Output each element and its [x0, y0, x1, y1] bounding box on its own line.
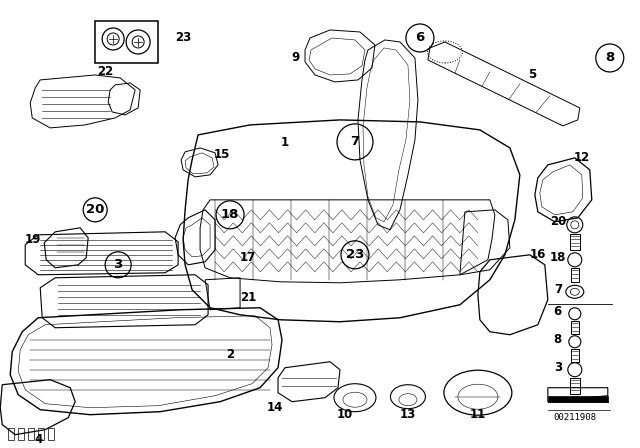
Text: 17: 17	[240, 251, 256, 264]
Polygon shape	[548, 396, 608, 402]
Text: 19: 19	[25, 233, 42, 246]
Text: 12: 12	[573, 151, 590, 164]
Text: 15: 15	[214, 148, 230, 161]
Text: 4: 4	[34, 433, 42, 446]
Text: 18: 18	[221, 208, 239, 221]
Text: 18: 18	[550, 251, 566, 264]
Text: 8: 8	[605, 52, 614, 65]
Text: 9: 9	[291, 52, 299, 65]
Text: 7: 7	[554, 283, 562, 296]
Text: 6: 6	[415, 31, 424, 44]
Text: 21: 21	[240, 291, 256, 304]
Text: 14: 14	[267, 401, 284, 414]
Text: 20: 20	[86, 203, 104, 216]
Text: 00211908: 00211908	[554, 413, 596, 422]
Text: 8: 8	[554, 333, 562, 346]
Text: 3: 3	[554, 361, 562, 374]
Text: 23: 23	[346, 248, 364, 261]
Text: 11: 11	[470, 408, 486, 421]
Text: 3: 3	[113, 258, 123, 271]
Text: 10: 10	[337, 408, 353, 421]
Text: 13: 13	[400, 408, 416, 421]
Text: 22: 22	[97, 65, 113, 78]
Text: 7: 7	[351, 135, 360, 148]
Text: 5: 5	[528, 69, 536, 82]
Text: 16: 16	[530, 248, 546, 261]
Text: 1: 1	[281, 136, 289, 149]
Text: 2: 2	[226, 348, 234, 361]
Text: 23: 23	[175, 31, 191, 44]
Text: 6: 6	[554, 305, 562, 318]
Text: 20: 20	[550, 215, 566, 228]
